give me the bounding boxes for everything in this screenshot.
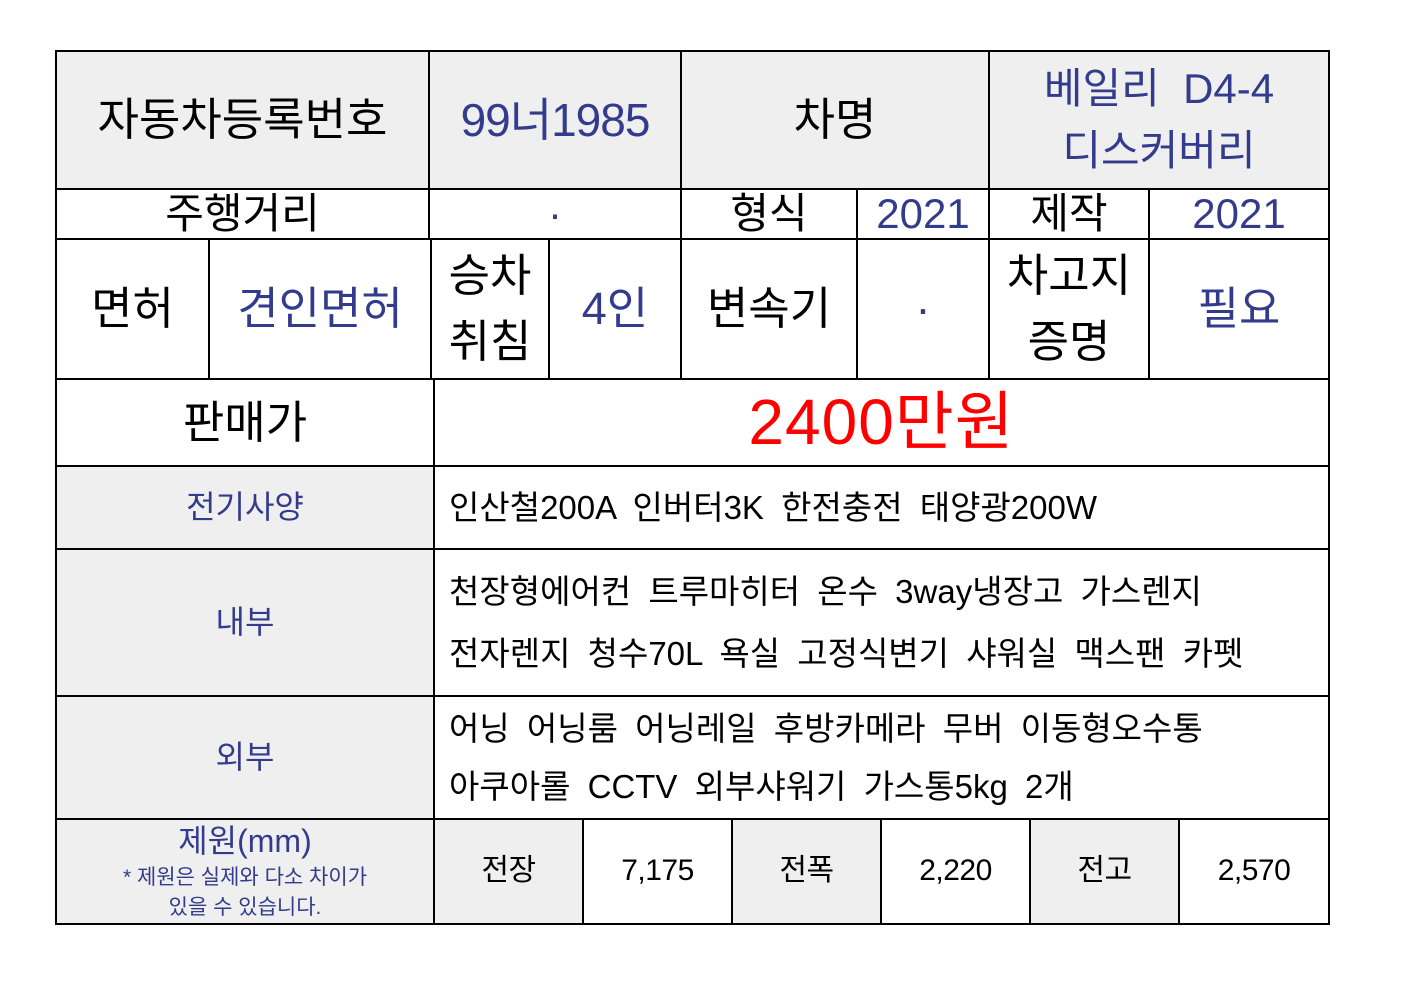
electrical-label-cell: 전기사양 — [57, 467, 435, 550]
sleep-capacity-label-cell: 승차 취침 — [432, 240, 550, 380]
length-label-cell: 전장 — [435, 820, 584, 923]
garage-proof-label-line1: 차고지 — [1006, 250, 1132, 302]
transmission-label: 변속기 — [706, 283, 832, 335]
mileage-value-cell: · — [430, 190, 682, 240]
build-year-label-cell: 제작 — [990, 190, 1150, 240]
dimensions-note-line1: * 제원은 실제와 다소 차이가 — [122, 865, 368, 889]
exterior-value-line1: 어닝 어닝룸 어닝레일 후방카메라 무버 이동형오수통 — [449, 709, 1203, 747]
vehicle-name-value-cell: 베일리 D4-4 디스커버리 — [990, 52, 1328, 190]
mileage-label: 주행거리 — [165, 190, 320, 237]
garage-proof-label-line2: 증명 — [1027, 316, 1111, 367]
electrical-value: 인산철200A 인버터3K 한전충전 태양광200W — [449, 488, 1098, 526]
interior-value-line1: 천장형에어컨 트루마히터 온수 3way냉장고 가스렌지 — [449, 572, 1202, 610]
registration-value-cell: 99너1985 — [430, 52, 682, 190]
price-label: 판매가 — [182, 396, 308, 448]
width-value-cell: 2,220 — [882, 820, 1031, 923]
license-value: 견인면허 — [237, 283, 403, 335]
row-registration: 자동차등록번호 99너1985 차명 베일리 D4-4 디스커버리 — [57, 52, 1328, 190]
build-year-value-cell: 2021 — [1150, 190, 1328, 240]
vehicle-name-label-cell: 차명 — [682, 52, 990, 190]
registration-label-cell: 자동차등록번호 — [57, 52, 430, 190]
build-year-label: 제작 — [1030, 190, 1108, 237]
height-value-cell: 2,570 — [1180, 820, 1328, 923]
registration-value: 99너1985 — [460, 93, 651, 146]
vehicle-name-label: 차명 — [793, 94, 877, 146]
width-label-cell: 전폭 — [733, 820, 882, 923]
model-type-label-cell: 형식 — [682, 190, 858, 240]
interior-value-cell: 천장형에어컨 트루마히터 온수 3way냉장고 가스렌지 전자렌지 청수70L … — [435, 550, 1328, 697]
exterior-label-cell: 외부 — [57, 697, 435, 820]
width-label: 전폭 — [779, 854, 834, 888]
mileage-value-dot: · — [548, 190, 562, 237]
mileage-label-cell: 주행거리 — [57, 190, 430, 240]
garage-proof-value: 필요 — [1197, 283, 1281, 335]
garage-proof-value-cell: 필요 — [1150, 240, 1328, 380]
row-license-capacity: 면허 견인면허 승차 취침 4인 변속기 · 차고지 증명 필요 — [57, 240, 1328, 380]
vehicle-name-line2: 디스커버리 — [1062, 127, 1256, 174]
length-label: 전장 — [481, 854, 536, 888]
model-type-value-cell: 2021 — [858, 190, 990, 240]
license-value-cell: 견인면허 — [210, 240, 432, 380]
license-label-cell: 면허 — [57, 240, 210, 380]
interior-label: 내부 — [215, 604, 275, 641]
interior-label-cell: 내부 — [57, 550, 435, 697]
vehicle-spec-table: 자동차등록번호 99너1985 차명 베일리 D4-4 디스커버리 주행거리 ·… — [55, 50, 1330, 925]
transmission-value-dot: · — [915, 283, 931, 335]
exterior-value-cell: 어닝 어닝룸 어닝레일 후방카메라 무버 이동형오수통 아쿠아롤 CCTV 외부… — [435, 697, 1328, 820]
length-value: 7,175 — [621, 854, 694, 888]
interior-value-line2: 전자렌지 청수70L 욕실 고정식변기 샤워실 맥스팬 카펫 — [449, 634, 1244, 672]
exterior-value-line2: 아쿠아롤 CCTV 외부샤워기 가스통5kg 2개 — [449, 767, 1074, 805]
garage-proof-label-cell: 차고지 증명 — [990, 240, 1150, 380]
row-price: 판매가 2400만원 — [57, 380, 1328, 467]
row-electrical: 전기사양 인산철200A 인버터3K 한전충전 태양광200W — [57, 467, 1328, 550]
license-label: 면허 — [91, 283, 174, 335]
build-year-value: 2021 — [1192, 190, 1286, 237]
row-dimensions: 제원(mm) * 제원은 실제와 다소 차이가 있을 수 있습니다. 전장 7,… — [57, 820, 1328, 923]
price-value-cell: 2400만원 — [435, 380, 1328, 467]
sleep-capacity-label-line2: 취침 — [448, 316, 532, 367]
dimensions-label: 제원(mm) — [178, 822, 312, 859]
exterior-label: 외부 — [215, 739, 275, 776]
length-value-cell: 7,175 — [584, 820, 733, 923]
electrical-label: 전기사양 — [186, 489, 304, 526]
price-value: 2400만원 — [748, 385, 1015, 458]
price-label-cell: 판매가 — [57, 380, 435, 467]
model-type-value: 2021 — [876, 190, 970, 237]
sleep-capacity-label-line1: 승차 — [448, 250, 532, 302]
sleep-capacity-value: 4인 — [581, 283, 649, 335]
height-value: 2,570 — [1217, 854, 1291, 888]
height-label-cell: 전고 — [1031, 820, 1180, 923]
transmission-label-cell: 변속기 — [682, 240, 858, 380]
width-value: 2,220 — [919, 854, 992, 888]
height-label: 전고 — [1077, 854, 1132, 888]
transmission-value-cell: · — [858, 240, 990, 380]
dimensions-note-line2: 있을 수 있습니다. — [168, 895, 322, 919]
sleep-capacity-value-cell: 4인 — [550, 240, 682, 380]
row-interior: 내부 천장형에어컨 트루마히터 온수 3way냉장고 가스렌지 전자렌지 청수7… — [57, 550, 1328, 697]
dimensions-label-cell: 제원(mm) * 제원은 실제와 다소 차이가 있을 수 있습니다. — [57, 820, 435, 923]
vehicle-name-line1: 베일리 D4-4 — [1043, 64, 1275, 112]
registration-label: 자동차등록번호 — [97, 94, 388, 146]
electrical-value-cell: 인산철200A 인버터3K 한전충전 태양광200W — [435, 467, 1328, 550]
row-mileage-year: 주행거리 · 형식 2021 제작 2021 — [57, 190, 1328, 240]
model-type-label: 형식 — [730, 190, 808, 237]
row-exterior: 외부 어닝 어닝룸 어닝레일 후방카메라 무버 이동형오수통 아쿠아롤 CCTV… — [57, 697, 1328, 820]
